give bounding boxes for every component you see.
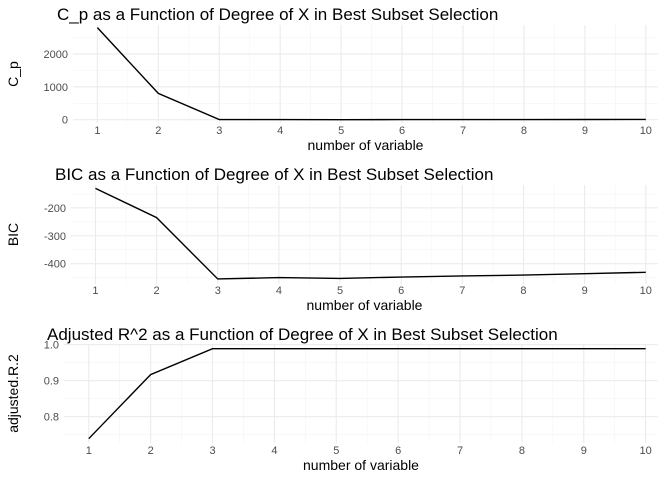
x-tick-label: 1 <box>86 445 92 457</box>
x-tick-label: 2 <box>148 445 154 457</box>
y-tick-label: -300 <box>44 231 66 243</box>
series-line <box>96 27 646 121</box>
x-tick-label: 3 <box>215 285 221 297</box>
x-tick-label: 3 <box>209 445 215 457</box>
y-tick-label: 1000 <box>44 82 68 94</box>
x-tick-label: 7 <box>460 125 466 137</box>
x-tick-label: 9 <box>581 445 587 457</box>
x-tick-label: 5 <box>333 445 339 457</box>
y-tick-label: 0.8 <box>44 412 59 424</box>
x-tick-label: 3 <box>216 125 222 137</box>
chart-title: C_p as a Function of Degree of X in Best… <box>57 5 498 24</box>
y-tick-label: 0 <box>62 115 68 127</box>
x-tick-label: 4 <box>277 125 283 137</box>
x-tick-label: 4 <box>276 285 282 297</box>
x-tick-label: 10 <box>640 125 652 137</box>
series-line <box>88 347 646 440</box>
x-tick-label: 1 <box>94 125 100 137</box>
x-tick-label: 10 <box>640 445 652 457</box>
x-tick-label: 8 <box>520 285 526 297</box>
x-axis-title: number of variable <box>308 137 424 153</box>
x-tick-label: 5 <box>338 125 344 137</box>
y-tick-label: 0.9 <box>44 376 59 388</box>
y-tick-label: -200 <box>44 203 66 215</box>
y-axis-title: BIC <box>5 223 21 246</box>
x-tick-label: 7 <box>457 445 463 457</box>
x-tick-label: 8 <box>521 125 527 137</box>
x-tick-label: 9 <box>582 285 588 297</box>
chart-title: Adjusted R^2 as a Function of Degree of … <box>47 325 558 344</box>
x-tick-label: 8 <box>519 445 525 457</box>
chart-panel-2: 1 2 3 4 5 6 7 8 9 10 -400 -300 -200 BIC as a Function… <box>5 165 658 313</box>
series-line <box>95 187 646 280</box>
x-tick-label: 5 <box>337 285 343 297</box>
x-tick-label: 6 <box>399 125 405 137</box>
x-tick-label: 9 <box>582 125 588 137</box>
x-tick-label: 4 <box>271 445 277 457</box>
x-axis-title: number of variable <box>307 297 423 313</box>
x-tick-label: 6 <box>398 285 404 297</box>
y-axis-title: C_p <box>5 61 21 87</box>
x-axis-title: number of variable <box>303 457 419 473</box>
y-axis-title: adjusted.R.2 <box>5 354 21 433</box>
x-tick-label: 1 <box>92 285 98 297</box>
chart-panel-1: 1 2 3 4 5 6 7 8 9 10 0 1000 2000 C_p as a Function of… <box>5 5 658 153</box>
chart-title: BIC as a Function of Degree of X in Best… <box>55 165 493 184</box>
x-tick-label: 6 <box>395 445 401 457</box>
x-tick-label: 7 <box>459 285 465 297</box>
y-tick-label: 2000 <box>44 49 68 61</box>
x-tick-label: 2 <box>154 285 160 297</box>
x-tick-label: 2 <box>155 125 161 137</box>
y-tick-label: -400 <box>44 259 66 271</box>
y-tick-label: 1.0 <box>44 340 59 352</box>
x-tick-label: 10 <box>640 285 652 297</box>
